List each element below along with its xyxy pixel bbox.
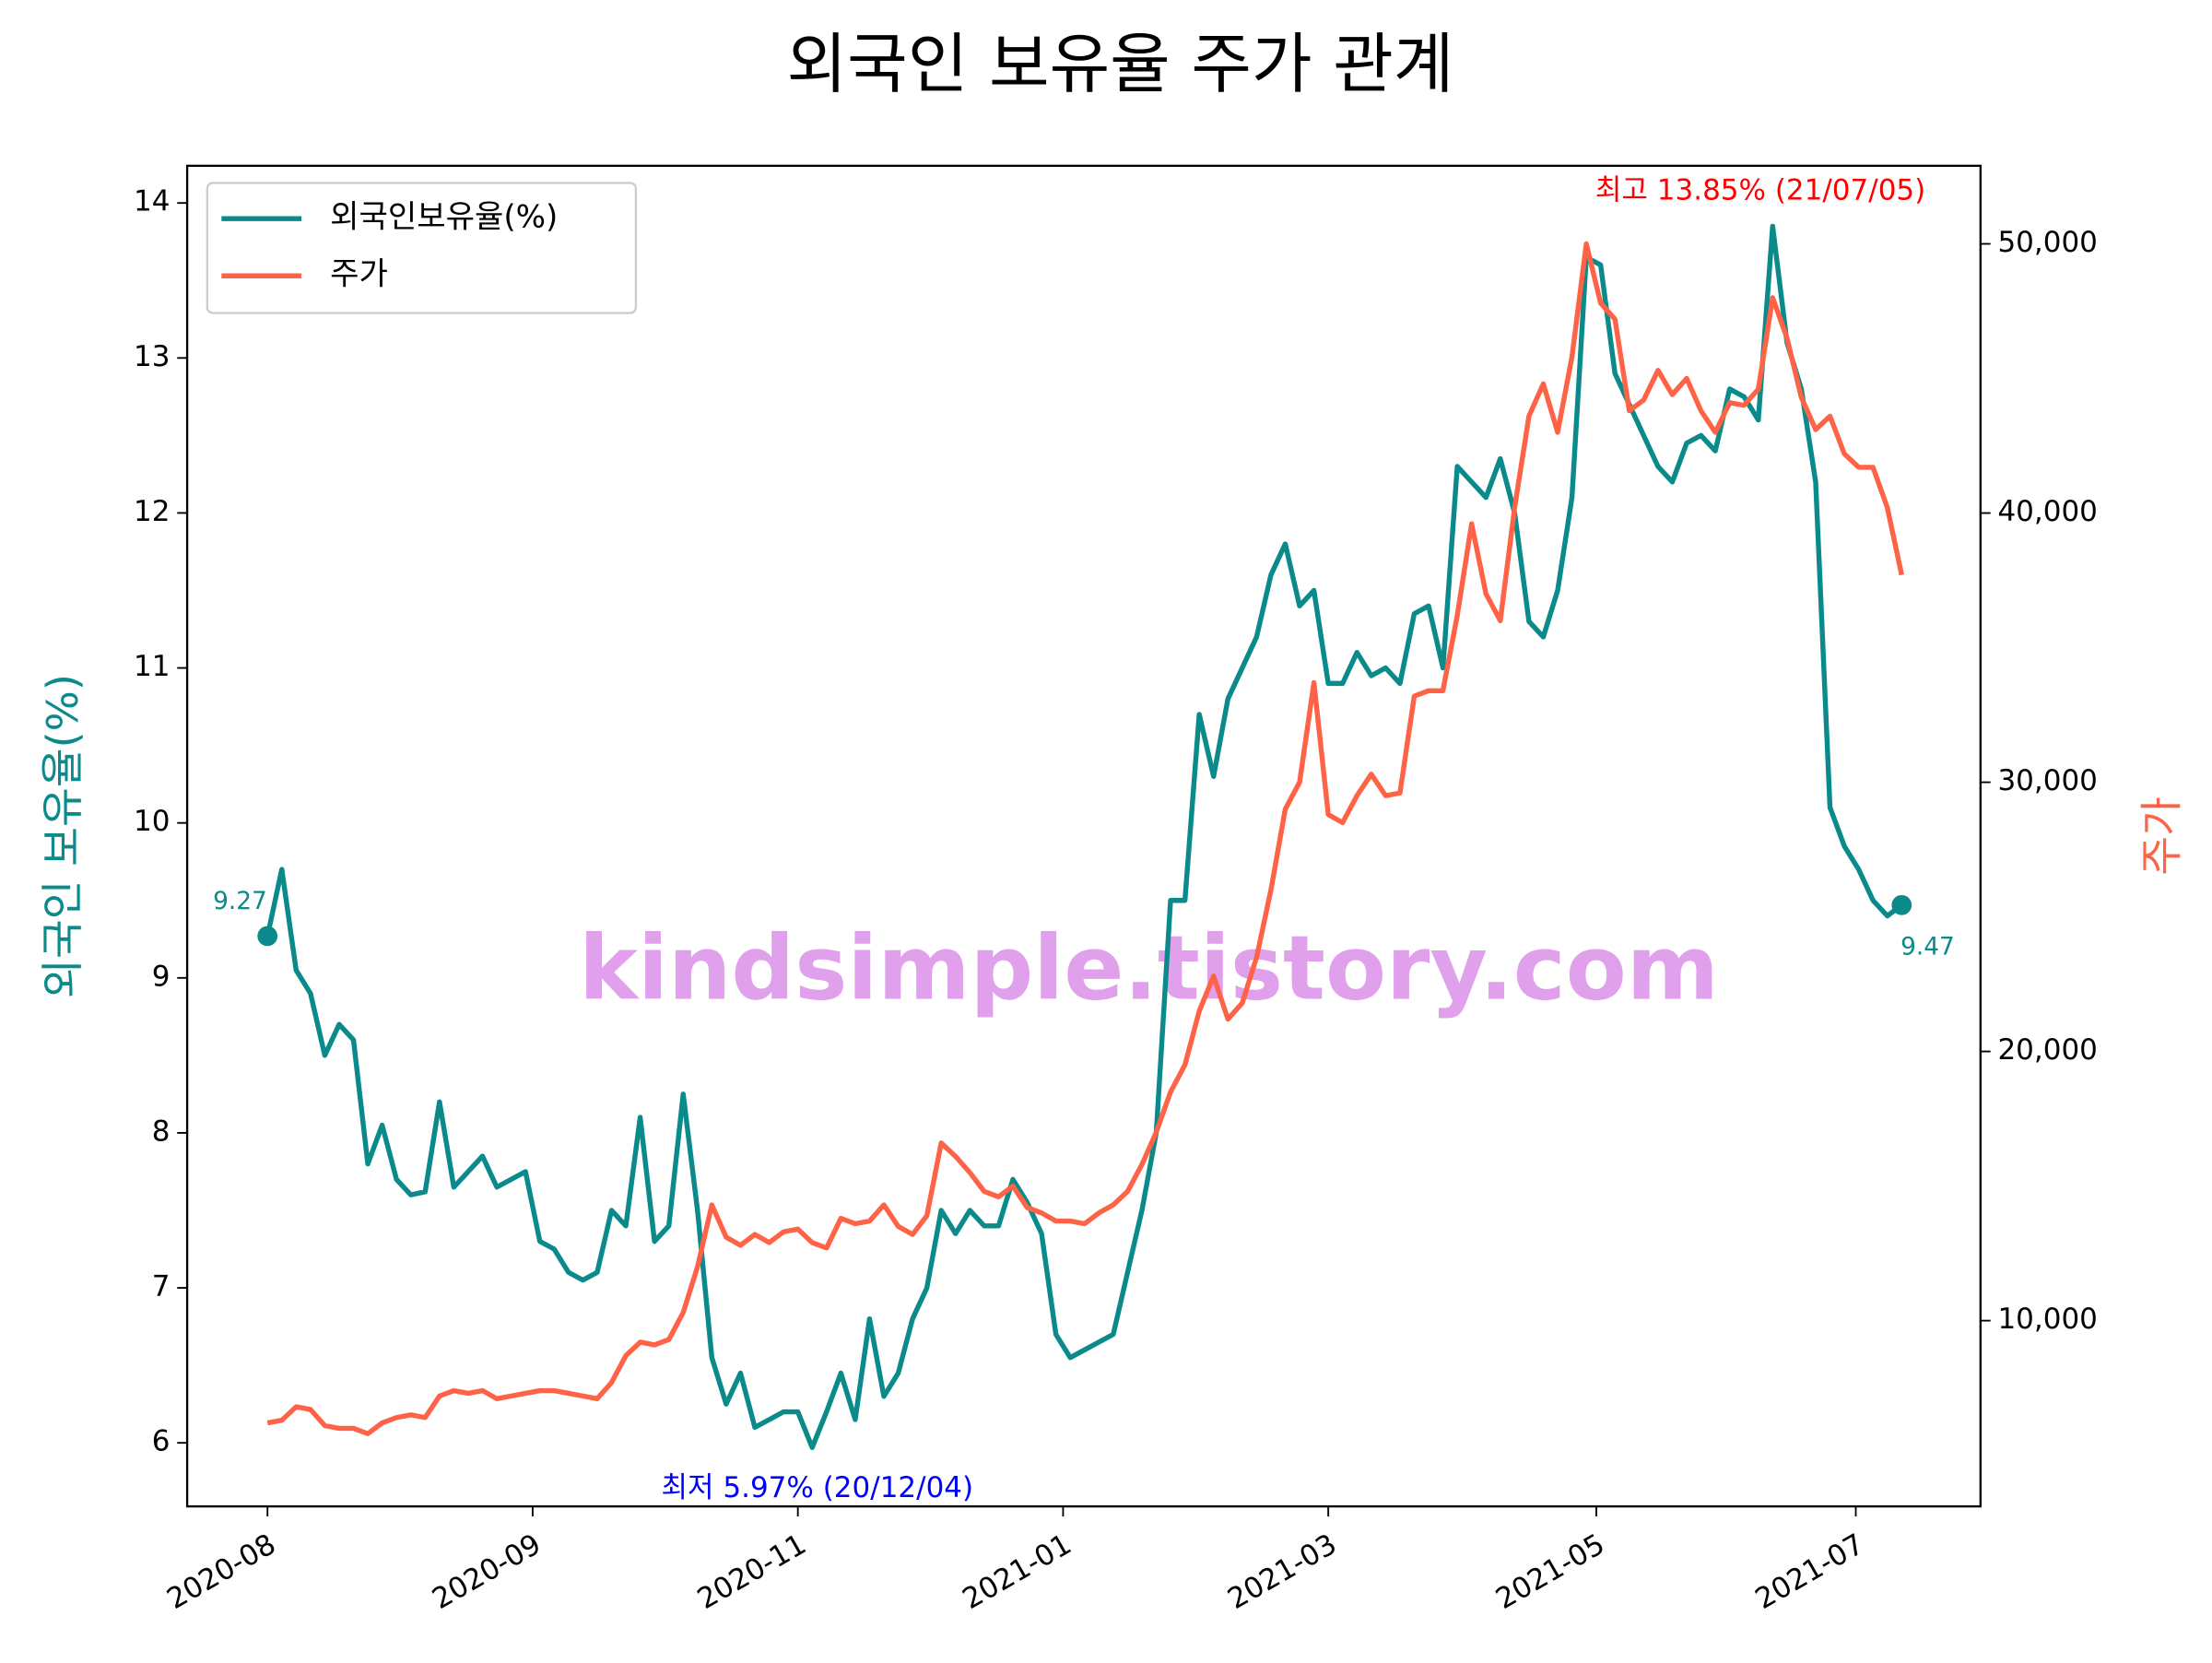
annotation: 9.47 (1900, 933, 1955, 961)
y-tick-label: 12 (134, 495, 170, 528)
end-point (1891, 894, 1912, 915)
chart-title: 외국인 보유율 주가 관계 (787, 26, 1454, 102)
y2-tick-label: 30,000 (1997, 764, 2097, 797)
y-tick-label: 11 (134, 650, 170, 683)
watermark: kindsimple.tistory.com (579, 917, 1719, 1020)
legend-label: 주가 (330, 256, 388, 293)
annotation: 최저 5.97% (20/12/04) (661, 1471, 973, 1504)
y-axis-label: 외국인 보유율(%) (38, 674, 88, 998)
annotation: 9.27 (213, 888, 267, 915)
y-tick-label: 6 (152, 1425, 171, 1458)
annotation: 최고 13.85% (21/07/05) (1595, 173, 1925, 206)
legend-label: 외국인보유율(%) (330, 199, 558, 236)
y-tick-label: 13 (134, 340, 170, 373)
series-line (266, 241, 1904, 1436)
y-tick-label: 7 (152, 1270, 171, 1303)
legend-box (206, 182, 638, 314)
y2-tick-label: 20,000 (1997, 1033, 2097, 1067)
y2-tick-label: 40,000 (1997, 495, 2097, 528)
y2-tick-label: 10,000 (1997, 1303, 2097, 1336)
plot-frame (185, 164, 1982, 1508)
y2-axis-label: 주가 (2136, 796, 2186, 876)
legend: 외국인보유율(%) 주가 (206, 182, 638, 314)
y-tick-label: 8 (152, 1115, 171, 1148)
y-tick-label: 10 (134, 805, 170, 838)
y-tick-label: 9 (152, 960, 171, 993)
end-point (257, 926, 278, 947)
y-tick-label: 14 (134, 185, 170, 218)
y2-tick-label: 50,000 (1997, 226, 2097, 259)
